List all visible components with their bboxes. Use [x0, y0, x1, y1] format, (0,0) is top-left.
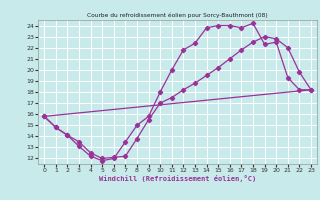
- Title: Courbe du refroidissement éolien pour Sorcy-Bauthmont (08): Courbe du refroidissement éolien pour So…: [87, 13, 268, 18]
- X-axis label: Windchill (Refroidissement éolien,°C): Windchill (Refroidissement éolien,°C): [99, 175, 256, 182]
